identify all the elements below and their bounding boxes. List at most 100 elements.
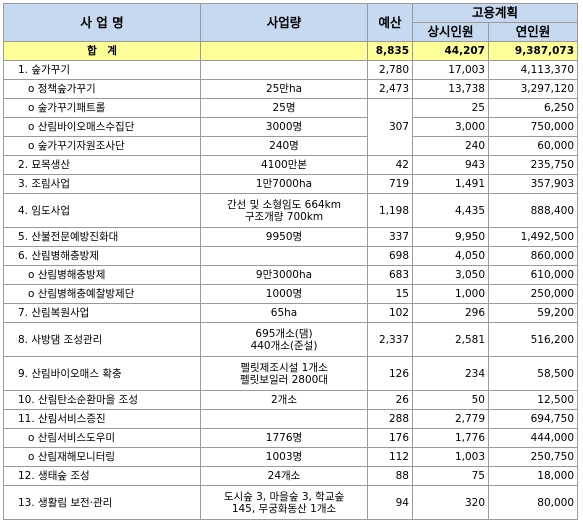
item-budget: 126 [367, 356, 413, 391]
item-annual: 694,750 [487, 409, 579, 429]
header-regular: 상시인원 [412, 22, 489, 42]
total-annual: 9,387,073 [487, 41, 579, 61]
table-row: 6. 산림병해충방제 698 4,050 860,000 [3, 246, 579, 266]
item-amount: 3000명 [200, 117, 368, 137]
item-budget: 112 [367, 447, 413, 467]
item-budget: 337 [367, 227, 413, 247]
item-name: 10. 산림탄소순환마을 조성 [3, 390, 201, 410]
item-budget: 698 [367, 246, 413, 266]
item-regular: 1,003 [412, 447, 489, 467]
table-row: 10. 산림탄소순환마을 조성 2개소 26 50 12,500 [3, 390, 579, 410]
item-name: 5. 산불전문예방진화대 [3, 227, 201, 247]
item-annual: 4,113,370 [487, 60, 579, 80]
table-row: 5. 산불전문예방진화대 9950명 337 9,950 1,492,500 [3, 227, 579, 247]
item-amount: 65ha [200, 303, 368, 323]
item-amount [200, 409, 368, 429]
table-row: o 산림바이오매스수집단 3000명 3,000 750,000 [3, 117, 579, 137]
item-regular: 17,003 [412, 60, 489, 80]
item-budget: 719 [367, 174, 413, 194]
item-amount: 도시숲 3, 마을숲 3, 학교숲 145, 무궁화동산 1개소 [200, 485, 368, 520]
item-regular: 25 [412, 98, 489, 118]
item-budget: 2,473 [367, 79, 413, 99]
header-budget: 예산 [367, 3, 413, 42]
item-amount: 9950명 [200, 227, 368, 247]
item-amount: 240명 [200, 136, 368, 156]
item-amount: 1003명 [200, 447, 368, 467]
total-amount [200, 41, 368, 61]
item-name: o 산림바이오매스수집단 [3, 117, 201, 137]
item-budget: 1,198 [367, 193, 413, 228]
item-budget: 26 [367, 390, 413, 410]
item-regular: 1,000 [412, 284, 489, 304]
item-annual: 516,200 [487, 322, 579, 357]
item-regular: 3,000 [412, 117, 489, 137]
table-row: 2. 묘목생산 4100만본 42 943 235,750 [3, 155, 579, 175]
item-name: 6. 산림병해충방제 [3, 246, 201, 266]
table-row: 12. 생태숲 조성 24개소 88 75 18,000 [3, 466, 579, 486]
item-regular: 9,950 [412, 227, 489, 247]
item-name: o 산림재해모니터링 [3, 447, 201, 467]
total-regular: 44,207 [412, 41, 489, 61]
item-amount: 4100만본 [200, 155, 368, 175]
item-name: 9. 산림바이오매스 확충 [3, 356, 201, 391]
item-regular: 2,581 [412, 322, 489, 357]
item-amount: 695개소(댐) 440개소(준설) [200, 322, 368, 357]
item-name: o 숲가꾸기패트롤 [3, 98, 201, 118]
item-annual: 58,500 [487, 356, 579, 391]
table-row: o 숲가꾸기패트롤 25명 307 25 6,250 [3, 98, 579, 156]
table-body: 합 계 8,835 44,207 9,387,073 1. 숲가꾸기 2,780 1… [3, 41, 579, 520]
header-amount: 사업량 [200, 3, 368, 42]
item-amount: 1000명 [200, 284, 368, 304]
table-row: 3. 조림사업 1만7000ha 719 1,491 357,903 [3, 174, 579, 194]
item-regular: 1,776 [412, 428, 489, 448]
item-name: 7. 산림복원사업 [3, 303, 201, 323]
total-row: 합 계 8,835 44,207 9,387,073 [3, 41, 579, 61]
item-amount [200, 246, 368, 266]
item-budget: 683 [367, 265, 413, 285]
item-budget: 176 [367, 428, 413, 448]
item-budget: 2,780 [367, 60, 413, 80]
item-budget: 88 [367, 466, 413, 486]
item-name: 8. 사방댐 조성관리 [3, 322, 201, 357]
item-budget: 102 [367, 303, 413, 323]
item-regular: 3,050 [412, 265, 489, 285]
item-annual: 60,000 [487, 136, 579, 156]
header-annual: 연인원 [487, 22, 579, 42]
item-annual: 235,750 [487, 155, 579, 175]
item-amount: 25만ha [200, 79, 368, 99]
header-name: 사 업 명 [3, 3, 201, 42]
item-regular: 296 [412, 303, 489, 323]
item-budget: 2,337 [367, 322, 413, 357]
item-name: 13. 생활림 보전·관리 [3, 485, 201, 520]
table-row: 9. 산림바이오매스 확충 펠릿제조시설 1개소 펠릿보일러 2800대 126 23… [3, 356, 579, 391]
item-regular: 75 [412, 466, 489, 486]
item-regular: 50 [412, 390, 489, 410]
item-name: o 산림서비스도우미 [3, 428, 201, 448]
item-annual: 357,903 [487, 174, 579, 194]
item-amount: 24개소 [200, 466, 368, 486]
item-annual: 6,250 [487, 98, 579, 118]
item-budget: 288 [367, 409, 413, 429]
item-budget: 94 [367, 485, 413, 520]
total-budget: 8,835 [367, 41, 413, 61]
item-annual: 1,492,500 [487, 227, 579, 247]
item-regular: 1,491 [412, 174, 489, 194]
table-row: o 산림재해모니터링 1003명 112 1,003 250,750 [3, 447, 579, 467]
table-row: o 산림병해충방제 9만3000ha 683 3,050 610,000 [3, 265, 579, 285]
item-budget: 307 [367, 98, 413, 156]
header-employment: 고용계획 [411, 3, 579, 23]
table-row: 7. 산림복원사업 65ha 102 296 59,200 [3, 303, 579, 323]
table-row: 8. 사방댐 조성관리 695개소(댐) 440개소(준설) 2,337 2,581 5… [3, 322, 579, 357]
item-annual: 610,000 [487, 265, 579, 285]
item-regular: 943 [412, 155, 489, 175]
item-budget: 42 [367, 155, 413, 175]
item-annual: 888,400 [487, 193, 579, 228]
item-annual: 750,000 [487, 117, 579, 137]
item-name: 4. 임도사업 [3, 193, 201, 228]
item-name: 11. 산림서비스증진 [3, 409, 201, 429]
item-name: o 산림병해충예찰방제단 [3, 284, 201, 304]
table-row: 13. 생활림 보전·관리 도시숲 3, 마을숲 3, 학교숲 145, 무궁화동… [3, 485, 579, 520]
table-row: 11. 산림서비스증진 288 2,779 694,750 [3, 409, 579, 429]
table-row: o 숲가꾸기자원조사단 240명 240 60,000 [3, 136, 579, 156]
